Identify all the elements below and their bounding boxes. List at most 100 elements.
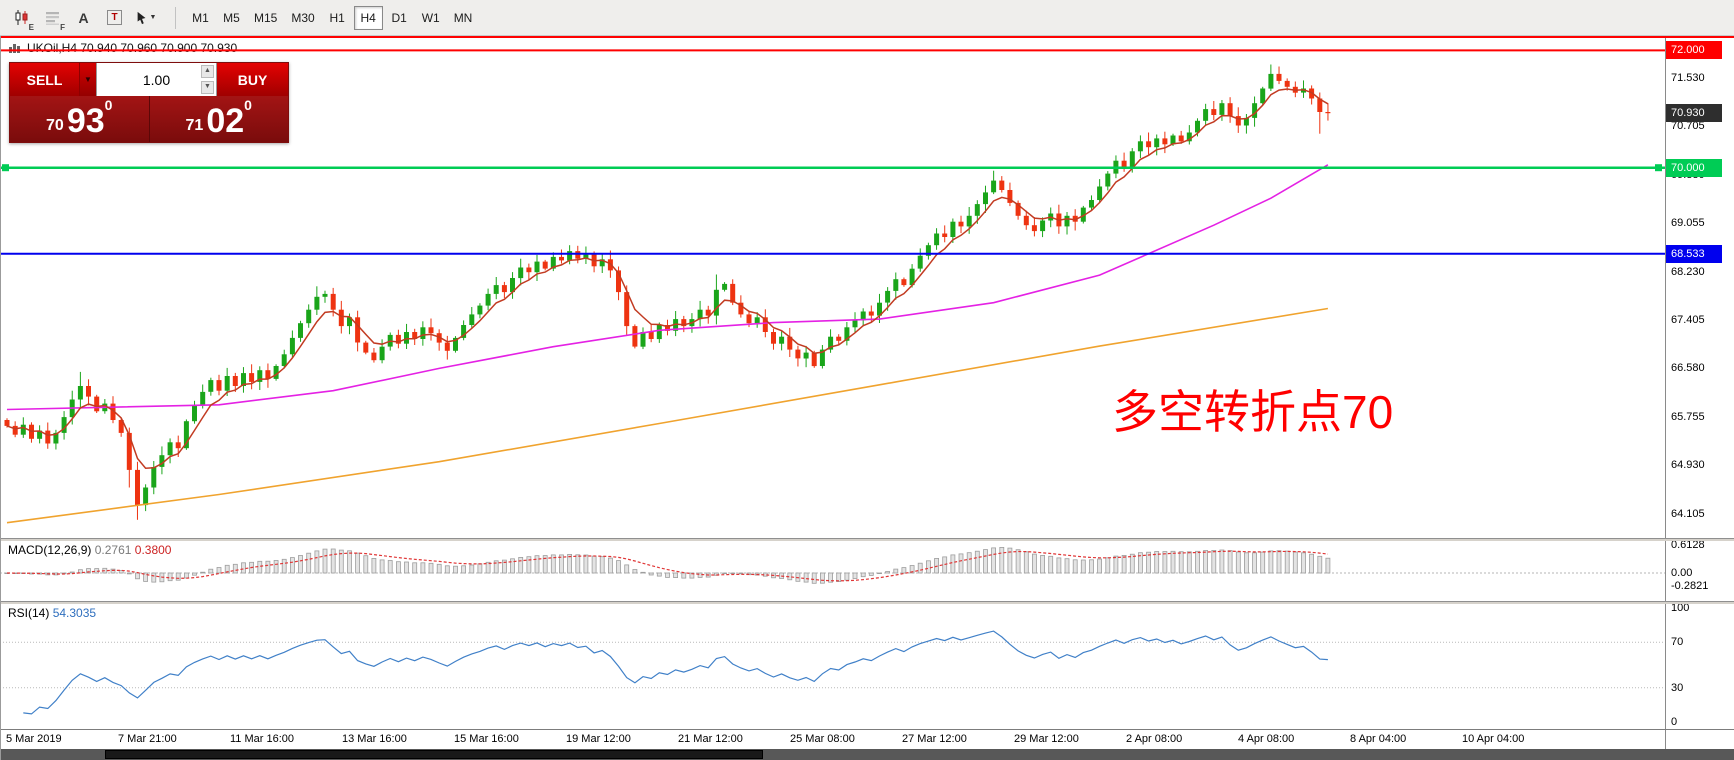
horizontal-scrollbar[interactable] — [0, 749, 1734, 760]
tool-badge: F — [60, 23, 65, 32]
candlestick-chart-icon — [15, 10, 27, 25]
price-axis-label: 64.105 — [1671, 507, 1705, 520]
scrollbar-thumb[interactable] — [105, 750, 763, 759]
time-axis-label: 29 Mar 12:00 — [1014, 733, 1079, 745]
tool-candlestick-chart-button[interactable]: E — [8, 4, 35, 32]
timeframe-button-d1[interactable]: D1 — [391, 10, 407, 25]
time-axis-label: 7 Mar 21:00 — [118, 733, 177, 745]
tool-crosshair-button[interactable]: ▼ — [132, 4, 159, 31]
price-axis-label: 67.405 — [1671, 313, 1705, 326]
tool-buttons-group: E F A T ▼ — [8, 4, 159, 32]
time-axis-label: 19 Mar 12:00 — [566, 733, 631, 745]
price-axis-line — [1665, 38, 1666, 749]
rsi-label: RSI(14) 54.3035 — [8, 606, 96, 620]
market-depth-icon — [45, 11, 59, 25]
volume-increase-button[interactable]: ▲ — [201, 65, 214, 78]
window-left-border — [0, 36, 1, 760]
time-axis-label: 15 Mar 16:00 — [454, 733, 519, 745]
sell-price-display[interactable]: 70 93 0 — [10, 96, 149, 142]
line-handle[interactable] — [1655, 164, 1662, 172]
tool-badge: E — [28, 23, 34, 32]
time-axis-label: 4 Apr 08:00 — [1238, 733, 1295, 745]
rsi-axis-label: 30 — [1671, 681, 1684, 694]
buy-price-display[interactable]: 71 02 0 — [150, 96, 289, 142]
volume-dropdown-button[interactable]: ▼ — [79, 63, 96, 96]
macd-signal-value: 0.3800 — [134, 543, 172, 557]
time-axis-label: 11 Mar 16:00 — [230, 733, 295, 745]
macd-main-value: 0.2761 — [94, 543, 132, 557]
tool-market-depth-button[interactable]: F — [39, 4, 66, 32]
time-axis-label: 27 Mar 12:00 — [902, 733, 967, 745]
rsi-indicator-chart[interactable] — [0, 604, 1665, 729]
sell-button[interactable]: SELL — [10, 63, 79, 96]
tool-text-button[interactable]: A — [70, 4, 97, 31]
price-axis-label: 65.755 — [1671, 410, 1705, 423]
macd-axis-label: -0.2821 — [1671, 579, 1709, 592]
macd-indicator-chart[interactable] — [0, 541, 1665, 601]
macd-signal-line — [6, 550, 1328, 582]
time-axis-label: 2 Apr 08:00 — [1126, 733, 1183, 745]
ma-slow-line — [6, 307, 1329, 524]
buy-price-main: 02 — [206, 102, 245, 140]
volume-spinner: ▲ ▼ — [201, 65, 214, 94]
sell-price-int: 70 — [46, 117, 64, 134]
time-axis-label: 21 Mar 12:00 — [678, 733, 743, 745]
price-axis-flag: 70.000 — [1666, 158, 1722, 177]
ohlc-text: UKOil,H4 70.940 70.960 70.900 70.930 — [27, 41, 238, 55]
time-axis-label: 13 Mar 16:00 — [342, 733, 407, 745]
time-axis-line — [0, 729, 1734, 730]
ma-medium-line — [6, 164, 1329, 411]
price-axis-flag: 68.533 — [1666, 244, 1722, 263]
volume-input[interactable]: 1.00 ▲ ▼ — [96, 63, 217, 96]
one-click-trading-panel: SELL ▼ 1.00 ▲ ▼ BUY 70 93 0 71 02 0 — [9, 62, 289, 143]
sell-price-sup: 0 — [104, 97, 113, 113]
text-tool-icon: A — [78, 9, 89, 26]
timeframe-button-m15[interactable]: M15 — [254, 10, 278, 25]
cursor-tool-icon — [137, 11, 146, 24]
timeframe-toolbar: M1 M5 M15 M30 H1 H4 D1 W1 MN — [186, 5, 480, 30]
macd-axis-label: 0.00 — [1671, 567, 1693, 579]
chevron-down-icon: ▼ — [84, 75, 92, 84]
ma-fast-line — [6, 88, 1329, 469]
price-axis-label: 71.530 — [1671, 71, 1705, 84]
rsi-value: 54.3035 — [52, 606, 97, 620]
panel-resize-handle-rsi[interactable] — [0, 601, 1734, 604]
text-label-tool-icon: T — [107, 10, 122, 25]
time-axis-label: 5 Mar 2019 — [6, 733, 62, 745]
timeframe-button-h1[interactable]: H1 — [329, 10, 345, 25]
macd-histogram — [4, 547, 1331, 584]
line-handle[interactable] — [2, 164, 9, 172]
macd-name: MACD(12,26,9) — [8, 543, 92, 557]
price-axis-label: 66.580 — [1671, 362, 1705, 375]
timeframe-button-mn[interactable]: MN — [453, 10, 473, 25]
rsi-axis-label: 0 — [1671, 716, 1678, 728]
time-axis-label: 10 Apr 04:00 — [1462, 733, 1525, 745]
chart-annotation-text[interactable]: 多空转折点70 — [1112, 386, 1394, 438]
timeframe-button-h4[interactable]: H4 — [353, 5, 383, 30]
buy-price-sup: 0 — [244, 97, 252, 113]
timeframe-button-m30[interactable]: M30 — [291, 10, 315, 25]
volume-decrease-button[interactable]: ▼ — [201, 81, 214, 94]
price-axis-flag: 70.930 — [1666, 104, 1722, 123]
price-axis-label: 64.930 — [1671, 459, 1705, 472]
price-axis-label: 69.880 — [1671, 168, 1705, 181]
rsi-line — [23, 630, 1328, 715]
buy-price-int: 71 — [185, 117, 204, 134]
timeframe-button-w1[interactable]: W1 — [421, 10, 440, 25]
timeframe-button-m1[interactable]: M1 — [192, 10, 209, 25]
timeframe-button-m5[interactable]: M5 — [223, 10, 240, 25]
volume-value: 1.00 — [142, 71, 171, 88]
tool-text-label-button[interactable]: T — [101, 4, 128, 31]
chevron-down-icon: ▼ — [149, 14, 157, 21]
panel-resize-handle-macd[interactable] — [0, 538, 1734, 541]
price-axis-label: 69.055 — [1671, 217, 1705, 230]
rsi-axis-label: 70 — [1671, 636, 1684, 649]
price-divider — [148, 96, 150, 142]
buy-button[interactable]: BUY — [217, 63, 288, 96]
macd-label: MACD(12,26,9) 0.2761 0.3800 — [8, 543, 171, 557]
price-axis-flag: 72.000 — [1666, 41, 1722, 60]
time-axis-label: 25 Mar 08:00 — [790, 733, 855, 745]
candlestick-chart[interactable] — [0, 38, 1665, 538]
time-axis-label: 8 Apr 04:00 — [1350, 733, 1407, 745]
